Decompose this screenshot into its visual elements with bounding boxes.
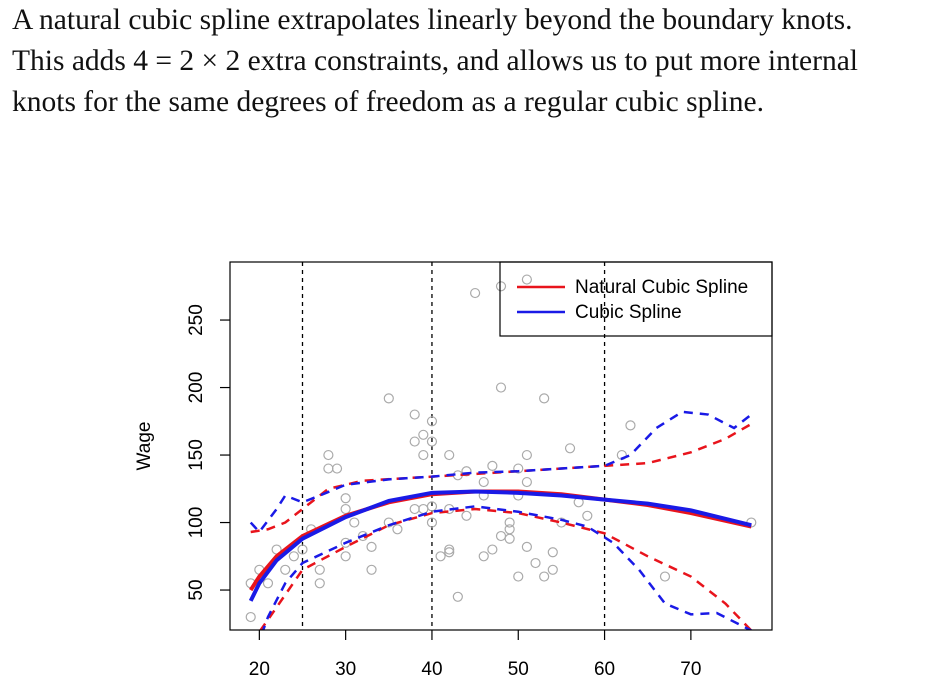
legend-label: Natural Cubic Spline	[575, 277, 748, 298]
data-point	[461, 510, 472, 521]
data-point	[487, 460, 498, 471]
data-point	[366, 541, 377, 552]
spline-line	[248, 489, 752, 602]
plot-area	[245, 262, 757, 630]
data-point	[409, 409, 420, 420]
data-point	[426, 501, 438, 512]
data-point	[288, 551, 299, 562]
data-point	[435, 551, 446, 562]
data-point	[444, 544, 455, 555]
data-point	[530, 557, 541, 569]
data-point	[495, 530, 507, 542]
data-point	[349, 517, 360, 528]
data-point	[444, 449, 455, 461]
y-axis-label: Wage	[134, 422, 155, 471]
y-tick-label: 200	[186, 372, 207, 404]
x-tick-label: 30	[335, 659, 356, 680]
data-point	[409, 436, 420, 447]
data-point	[582, 510, 593, 521]
data-point	[426, 517, 438, 528]
data-point	[659, 571, 671, 582]
data-point	[340, 503, 351, 515]
data-point	[418, 449, 429, 461]
confidence-band	[259, 507, 753, 630]
data-point	[444, 547, 455, 558]
paragraph: A natural cubic spline extrapolates line…	[12, 4, 859, 118]
confidence-band	[250, 422, 752, 534]
data-point	[323, 463, 334, 474]
legend-label: Cubic Spline	[575, 302, 682, 323]
data-point	[383, 393, 394, 404]
data-point	[521, 541, 532, 552]
x-tick-label: 60	[594, 659, 615, 680]
data-point	[262, 578, 274, 589]
data-point	[487, 544, 498, 555]
data-point	[495, 382, 507, 393]
data-point	[564, 443, 576, 454]
y-tick-label: 50	[186, 579, 207, 600]
data-point	[513, 463, 524, 474]
data-point	[409, 503, 420, 515]
data-point	[331, 463, 343, 474]
data-point	[314, 564, 325, 575]
data-point	[513, 571, 524, 582]
data-point	[297, 544, 308, 555]
data-point	[547, 547, 558, 558]
data-point	[314, 578, 325, 589]
x-tick-label: 70	[680, 659, 701, 680]
data-point	[504, 533, 515, 544]
data-point	[539, 571, 550, 582]
data-point	[461, 466, 472, 477]
data-point	[521, 449, 532, 461]
y-tick-label: 250	[186, 304, 207, 336]
data-point	[625, 420, 636, 431]
data-point	[426, 416, 438, 427]
data-point	[504, 517, 515, 528]
data-point	[323, 449, 334, 461]
data-point	[547, 564, 558, 575]
data-point	[340, 493, 351, 504]
data-point	[452, 591, 463, 602]
data-point	[539, 393, 550, 404]
data-point	[504, 524, 515, 535]
data-point	[418, 429, 429, 440]
data-point	[392, 524, 403, 535]
legend-box	[499, 261, 773, 337]
confidence-band	[261, 505, 752, 630]
x-tick-label: 40	[421, 659, 442, 680]
data-point	[426, 436, 438, 447]
data-point	[366, 564, 377, 575]
data-point	[521, 274, 532, 285]
data-point	[340, 537, 351, 548]
data-point	[280, 564, 291, 575]
data-point	[245, 611, 256, 623]
data-point	[521, 476, 532, 488]
data-point	[495, 281, 507, 292]
y-tick-label: 150	[186, 439, 207, 471]
data-point	[470, 287, 481, 299]
data-point	[478, 476, 489, 488]
data-point	[340, 551, 351, 562]
y-tick-label: 100	[186, 507, 207, 539]
x-tick-label: 50	[508, 659, 529, 680]
x-tick-label: 20	[249, 659, 270, 680]
data-point	[478, 551, 489, 562]
